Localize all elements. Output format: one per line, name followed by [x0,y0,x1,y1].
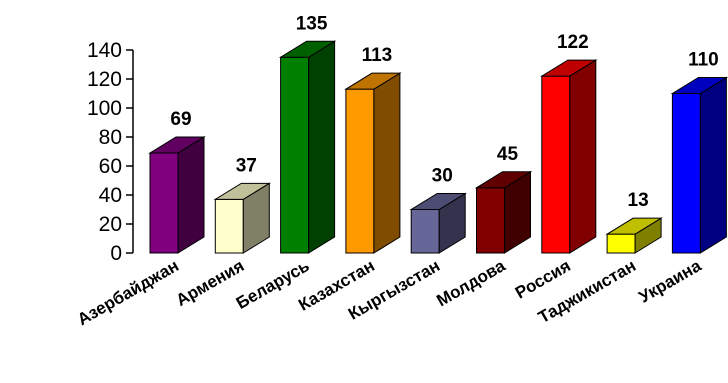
bar-top [540,59,598,77]
bar-front [476,187,505,254]
bar-side [373,72,401,254]
bar-top [148,136,206,154]
value-label: 122 [557,32,589,53]
category-label: Азербайджан [74,256,182,329]
bar-front [671,93,701,254]
y-tick-label: 100 [87,97,122,120]
value-label: 113 [362,45,393,66]
y-tick-label: 120 [87,68,122,91]
bar-2 [213,182,272,254]
bar-front [410,209,440,254]
bar-side [569,59,597,254]
bar-top [474,171,533,189]
bar-3 [278,40,337,254]
y-tick-label: 20 [99,213,122,236]
bar-side [308,40,336,254]
value-label: 37 [236,155,257,176]
bar-top [344,72,402,90]
category-label: Молдова [433,256,509,311]
y-axis: 0 20 40 60 80 100 120 140 [87,39,134,265]
y-tick-label: 0 [110,242,122,265]
bar-6 [474,170,533,254]
bar-top [409,193,467,210]
bar-1 [148,136,206,254]
bar-top [605,217,663,235]
value-label: 45 [497,144,519,165]
y-tick-label: 140 [87,39,122,62]
bar-top [670,77,728,94]
bar-top [278,40,337,58]
value-labels: 69 37 135 113 30 45 122 13 110 [170,13,718,211]
bar-8 [605,217,663,254]
bar-front [606,233,636,254]
bar-9 [670,76,728,254]
value-label: 69 [170,109,191,130]
value-label: 13 [628,190,649,211]
y-tick-label: 80 [99,126,122,149]
bars [148,40,728,254]
bar-front [149,152,179,254]
bar-front [280,56,310,254]
bar-front [541,75,571,254]
bar-top [213,182,272,200]
bar-front [214,198,244,254]
bar-4 [344,72,402,254]
category-label: Украина [636,256,705,307]
y-tick-label: 60 [99,155,122,178]
bar-side [177,136,205,254]
bar-7 [540,59,598,254]
value-label: 110 [688,50,719,71]
value-label: 30 [432,166,453,187]
category-labels: АзербайджанАрменияБеларусьКазахстанКыргы… [74,256,705,329]
bar-front [345,88,375,254]
y-tick-label: 40 [99,184,122,207]
bar-side [699,76,727,254]
value-label: 135 [296,13,328,34]
bar-5 [409,192,467,254]
